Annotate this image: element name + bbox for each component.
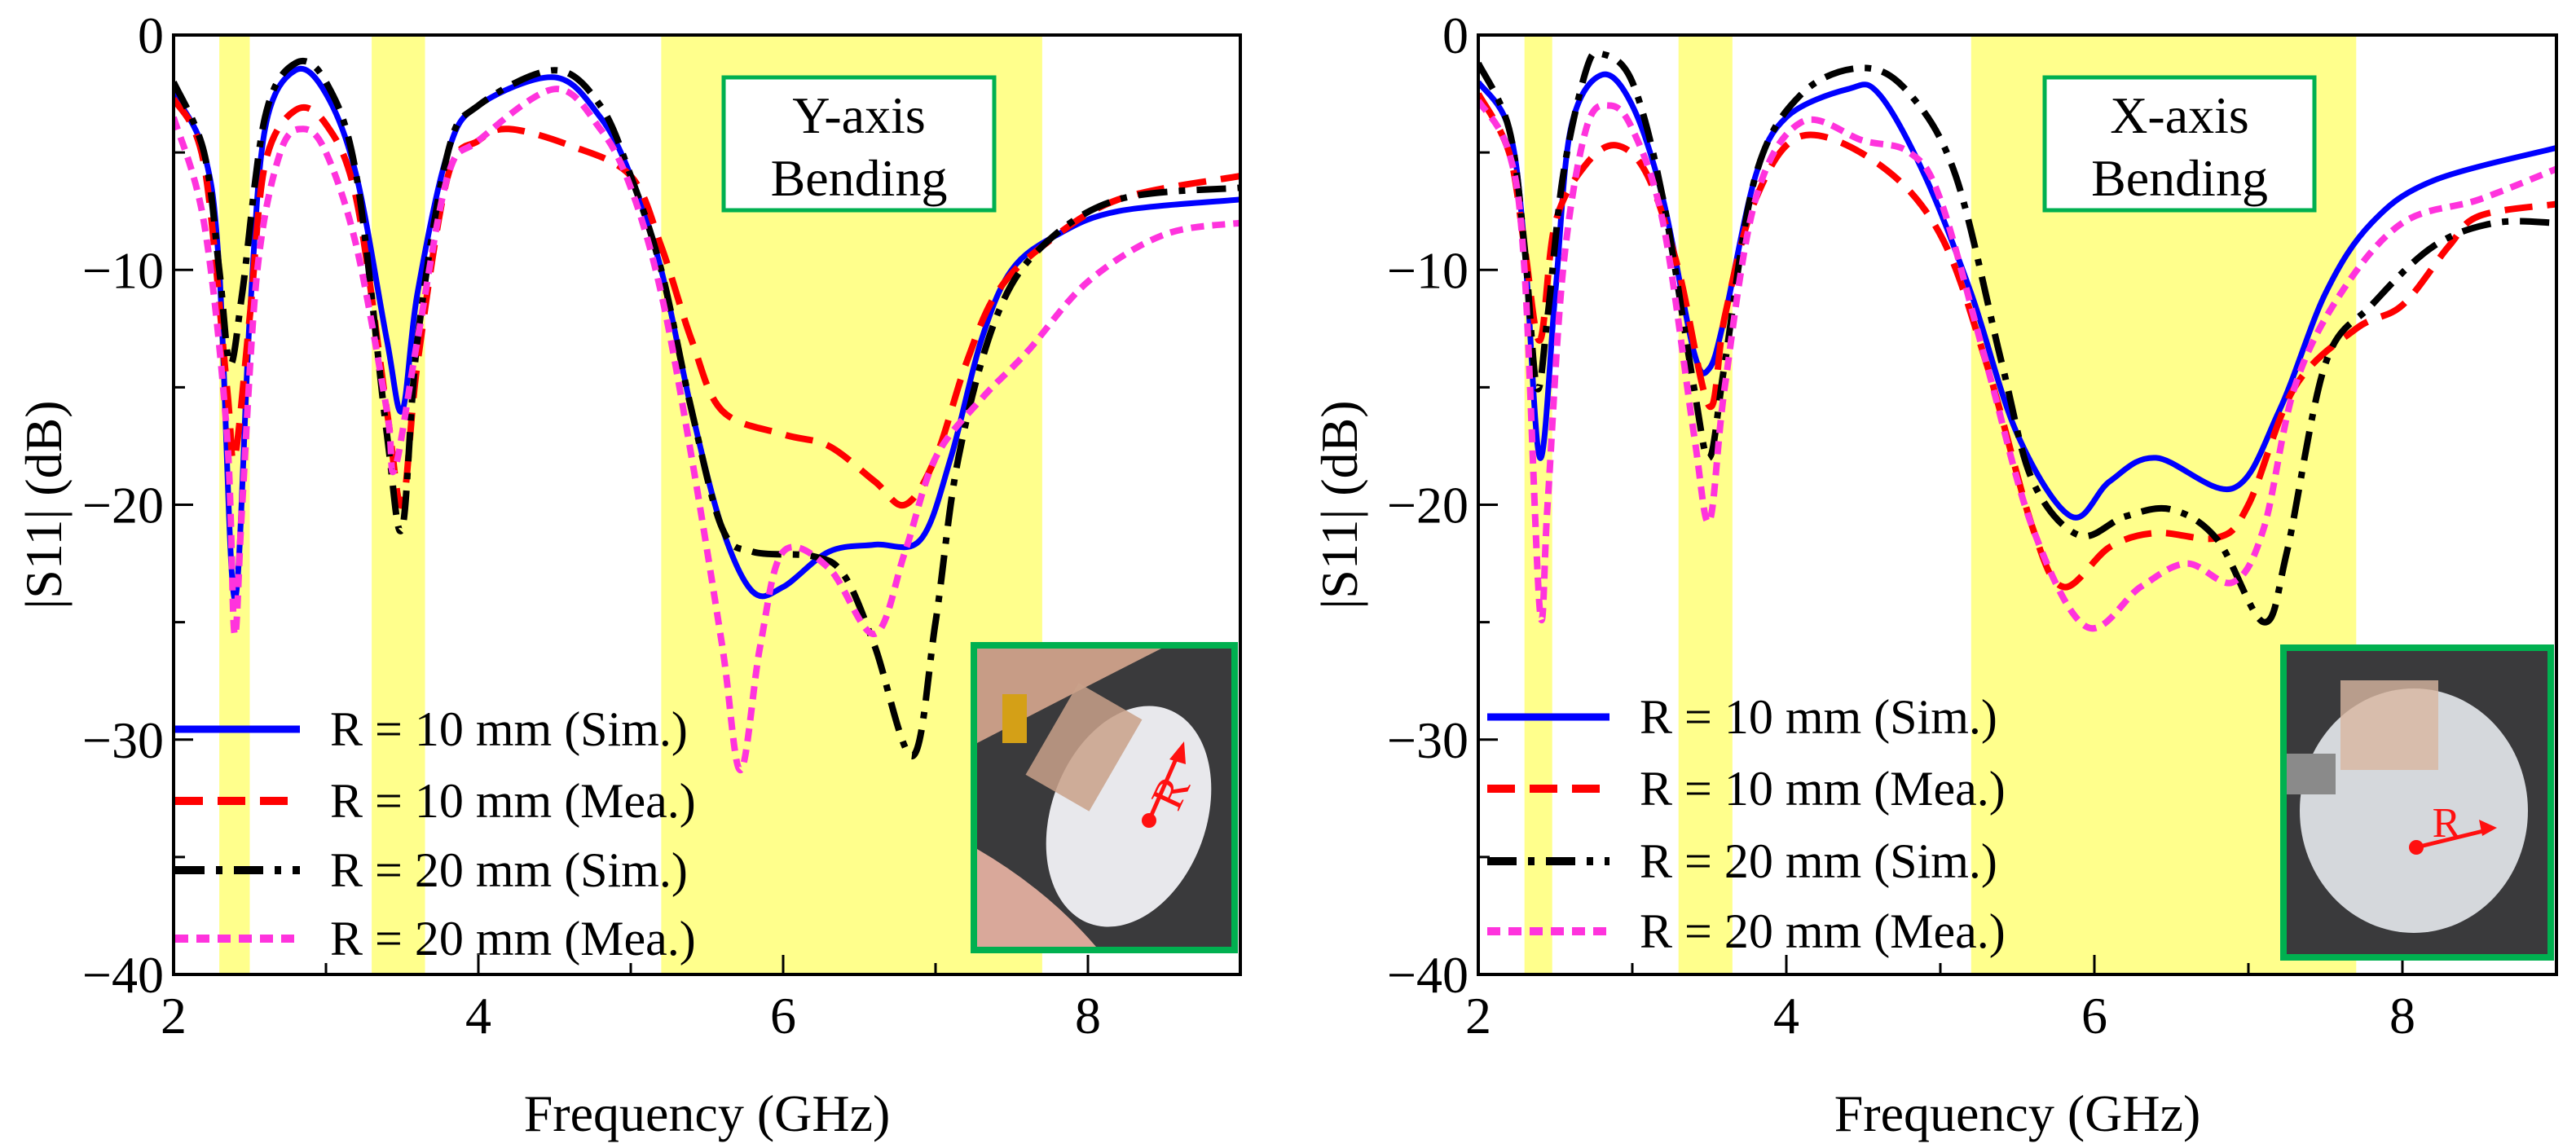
- x-axis-label: Frequency (GHz): [1834, 1084, 2201, 1142]
- y-tick-label: 0: [138, 7, 164, 64]
- series-line-0: [1478, 71, 2556, 521]
- series-group: [174, 57, 1240, 774]
- annotation-line-1: X-axis: [2110, 86, 2249, 144]
- y-axis-label: |S11| (dB): [15, 400, 73, 609]
- series-line-2: [1478, 49, 2556, 626]
- x-tick-label: 4: [1773, 987, 1799, 1045]
- x-tick-label: 8: [2389, 987, 2415, 1045]
- series-line-3: [1478, 99, 2556, 632]
- x-tick-label: 6: [770, 987, 796, 1045]
- legend-label-2: R = 20 mm (Sim.): [330, 843, 688, 897]
- chart-left: 0 −10 −20 −30 −402 4 6 8 Frequency (GHz) |S11| (d…: [15, 7, 1242, 1142]
- annotation-box: [2042, 75, 2317, 213]
- x-tick-label: 8: [1075, 987, 1101, 1045]
- y-tick-label: −20: [82, 477, 164, 534]
- highlight-band: [1678, 35, 1733, 974]
- x-tick-label: 4: [465, 987, 491, 1045]
- arrow-head: [1169, 741, 1186, 764]
- annotation-line-2: Bending: [771, 149, 948, 207]
- inset-photo: R: [2280, 644, 2554, 961]
- legend-label-0: R = 10 mm (Sim.): [1640, 690, 1997, 744]
- annotation-box: [721, 75, 997, 213]
- finger-shape: [977, 849, 1096, 947]
- y-tick-label: −30: [82, 711, 164, 769]
- x-axis-label: Frequency (GHz): [524, 1084, 891, 1142]
- annotation-line-2: Bending: [2091, 149, 2268, 207]
- legend: R = 10 mm (Sim.) R = 10 mm (Mea.) R = 20 m…: [1487, 690, 2006, 958]
- series-line-3: [174, 86, 1240, 774]
- radius-arrow: [1147, 754, 1180, 822]
- arrow-head: [2479, 820, 2497, 836]
- y-tick-label: −30: [1387, 711, 1469, 769]
- y-tick-label: −40: [1387, 946, 1469, 1004]
- connector: [1002, 694, 1027, 743]
- x-tick-label: 6: [2081, 987, 2107, 1045]
- highlight-band: [219, 35, 250, 974]
- plot-frame: [1477, 33, 2558, 976]
- plot-frame: [172, 33, 1242, 976]
- legend-label-3: R = 20 mm (Mea.): [1640, 904, 2006, 958]
- y-tick-label: −10: [1387, 241, 1469, 299]
- legend-label-0: R = 10 mm (Sim.): [330, 702, 688, 756]
- inset-photo: R: [971, 642, 1238, 953]
- x-tick-label: 2: [1465, 987, 1491, 1045]
- y-tick-label: −10: [82, 241, 164, 299]
- y-tick-label: −20: [1387, 477, 1469, 534]
- antenna-patch: [1025, 683, 1143, 812]
- annotation-line-1: Y-axis: [792, 86, 926, 144]
- connector: [2287, 754, 2336, 794]
- chart-right: 0 −10 −20 −30 −402 4 6 8 Frequency (GHz) |S11| (d…: [1310, 7, 2558, 1142]
- inset-radius-label: R: [2433, 800, 2461, 847]
- series-line-2: [174, 57, 1240, 759]
- radius-arrow: [2415, 829, 2484, 850]
- y-tick-label: 0: [1442, 7, 1469, 64]
- legend-label-2: R = 20 mm (Sim.): [1640, 834, 1997, 888]
- series-group: [1478, 49, 2556, 632]
- x-tick-label: 2: [161, 987, 187, 1045]
- legend: R = 10 mm (Sim.) R = 10 mm (Mea.) R = 20 m…: [175, 702, 696, 965]
- legend-label-1: R = 10 mm (Mea.): [1640, 762, 2006, 816]
- finger-shape: [977, 649, 1161, 743]
- y-axis-label: |S11| (dB): [1310, 400, 1368, 609]
- legend-label-1: R = 10 mm (Mea.): [330, 774, 696, 828]
- legend-label-3: R = 20 mm (Mea.): [330, 912, 696, 965]
- y-tick-label: −40: [82, 946, 164, 1004]
- antenna-patch: [2340, 680, 2438, 770]
